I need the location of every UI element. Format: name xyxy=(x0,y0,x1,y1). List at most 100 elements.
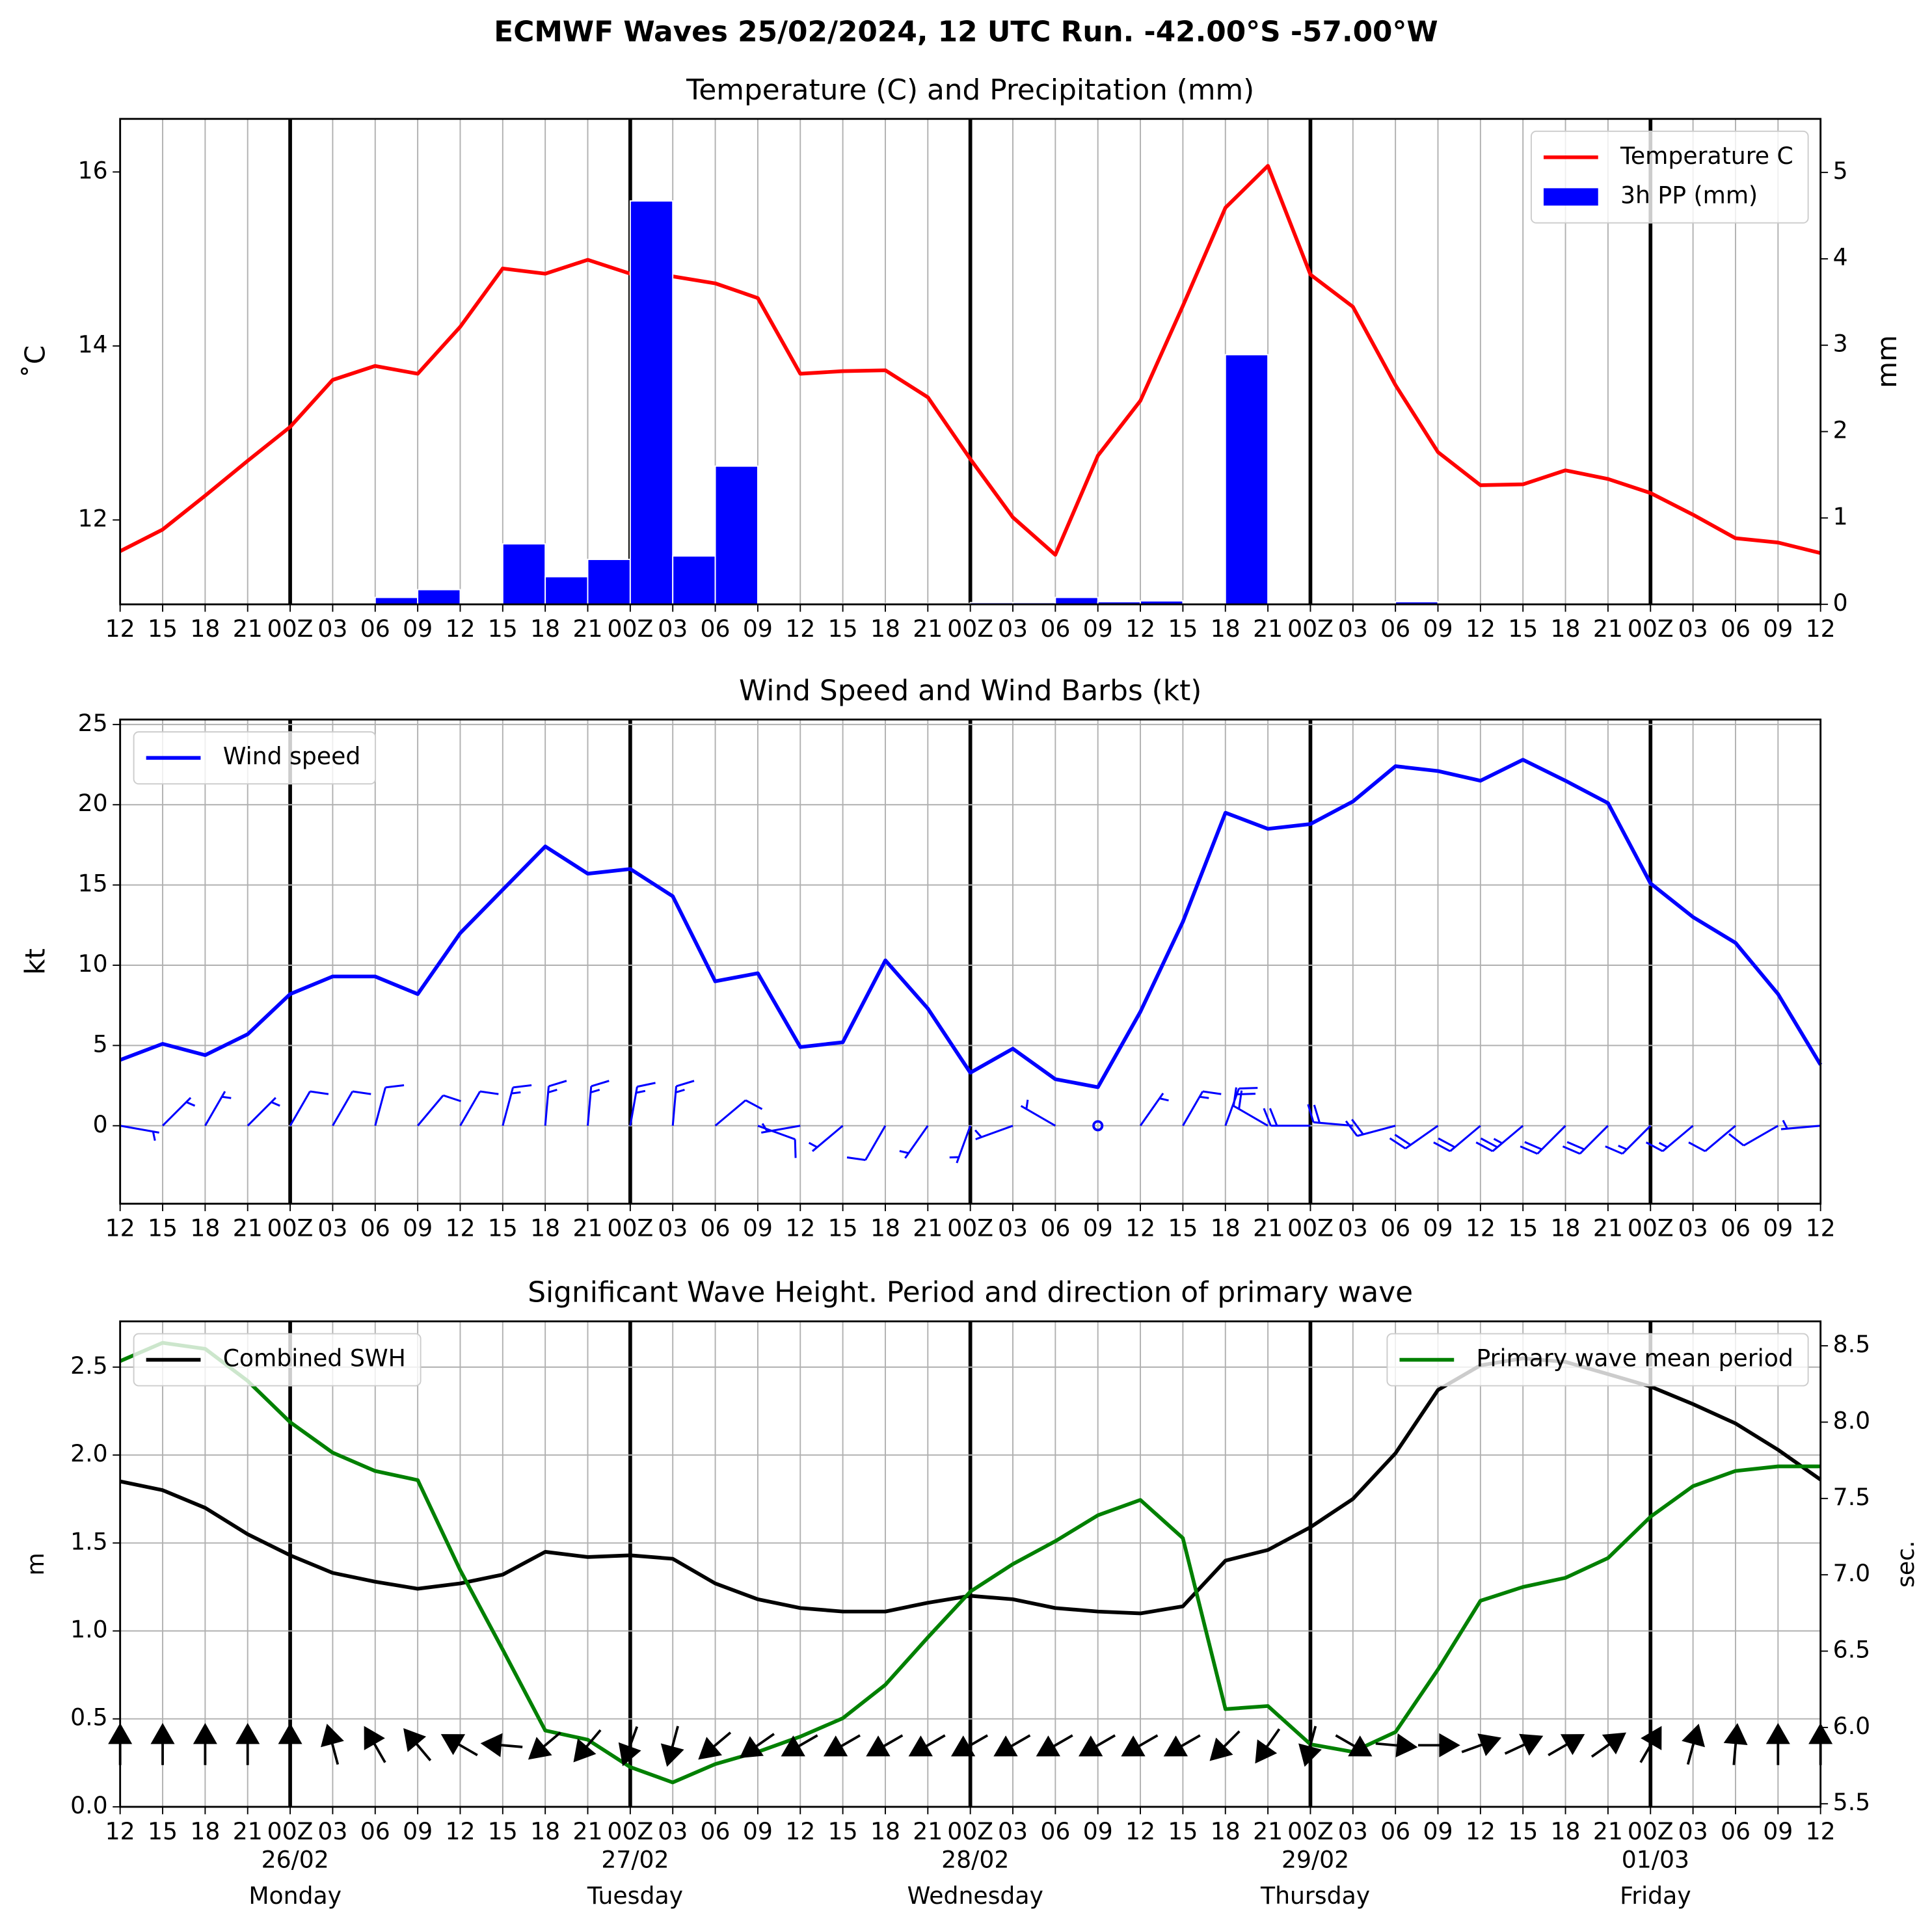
wind-barb xyxy=(247,1097,280,1127)
wind-barb xyxy=(1475,1125,1524,1153)
series-line xyxy=(119,164,1821,557)
wind-barb xyxy=(1182,1090,1222,1127)
x-tick-label: 03 xyxy=(658,1817,688,1845)
wind-barb xyxy=(204,1091,232,1127)
wind-barb xyxy=(1224,1087,1258,1127)
y-tick-label: 0 xyxy=(93,1110,108,1138)
wave-arrow xyxy=(1298,1726,1322,1767)
wave-arrow xyxy=(480,1733,523,1757)
x-tick-label: 21 xyxy=(1593,1817,1623,1845)
wind-barb xyxy=(1232,1087,1268,1127)
x-tick-label: 06 xyxy=(360,1817,390,1845)
plot-frame xyxy=(119,118,1822,606)
x-tick-label: 12 xyxy=(1806,1817,1836,1845)
x-tick-label: 12 xyxy=(1466,1817,1496,1845)
x-tick-label: 06 xyxy=(1040,1817,1070,1845)
y2-tick-label: 6.0 xyxy=(1833,1712,1871,1740)
x-tick-label: 03 xyxy=(317,1214,347,1242)
wave-arrow xyxy=(739,1733,775,1758)
wind-barb xyxy=(374,1084,405,1127)
wave-arrow xyxy=(781,1734,818,1757)
legend-label: 3h PP (mm) xyxy=(1620,181,1758,209)
x-tick-label: 09 xyxy=(403,615,433,643)
y-tick-label: 0.5 xyxy=(70,1703,108,1731)
x-tick-label: 21 xyxy=(573,615,603,643)
x-tick-label: 12 xyxy=(105,1817,135,1845)
x-tick-label: 21 xyxy=(233,615,263,643)
x-tick-label: 18 xyxy=(1211,615,1241,643)
x-tick-label: 12 xyxy=(1466,1214,1496,1242)
y2-tick-label: 5 xyxy=(1833,157,1848,185)
wind-barb xyxy=(1728,1125,1779,1147)
x-tick-label: 12 xyxy=(1125,615,1155,643)
y2-tick-label: 1 xyxy=(1833,502,1848,530)
wave-arrow xyxy=(235,1722,260,1765)
wave-arrow xyxy=(440,1734,478,1757)
legend: Temperature C 3h PP (mm) xyxy=(1530,130,1809,224)
legend: Wind speed xyxy=(133,731,377,785)
x-tick-label: 06 xyxy=(1380,1214,1410,1242)
plot-frame xyxy=(119,1320,1822,1808)
x-tick-label: 03 xyxy=(658,1214,688,1242)
x-tick-label: 03 xyxy=(1678,615,1708,643)
x-tick-label: 21 xyxy=(1253,1214,1283,1242)
y2-tick-label: 8.5 xyxy=(1833,1330,1871,1358)
wind-barb xyxy=(949,1125,972,1164)
x-tick-label: 18 xyxy=(1211,1817,1241,1845)
x-tick-label: 09 xyxy=(1083,1817,1113,1845)
wind-barb xyxy=(1780,1119,1821,1130)
wave-arrow xyxy=(1590,1732,1626,1758)
x-tick-label: 18 xyxy=(1551,1214,1581,1242)
wind-barb xyxy=(416,1094,462,1127)
wave-arrow xyxy=(1335,1734,1373,1757)
wave-arrow xyxy=(1548,1734,1585,1757)
wind-barb xyxy=(1139,1092,1169,1127)
wave-arrow xyxy=(278,1722,302,1765)
wind-barb xyxy=(899,1125,929,1159)
wind-barb xyxy=(808,1125,844,1153)
x-tick-label: 12 xyxy=(445,615,475,643)
wave-arrow xyxy=(403,1728,432,1761)
panel-title: Temperature (C) and Precipitation (mm) xyxy=(686,73,1254,107)
weekday-label: Wednesday xyxy=(907,1882,1043,1910)
x-tick-label: 21 xyxy=(1593,615,1623,643)
x-tick-label: 18 xyxy=(1551,615,1581,643)
x-tick-label: 03 xyxy=(1678,1214,1708,1242)
x-tick-label: 12 xyxy=(105,1214,135,1242)
y2-tick-label: 5.5 xyxy=(1833,1788,1871,1816)
x-tick-label: 12 xyxy=(1125,1817,1155,1845)
x-tick-label: 21 xyxy=(1253,1817,1283,1845)
precip-bar xyxy=(714,465,758,606)
x-tick-label: 03 xyxy=(998,1817,1028,1845)
x-tick-label: 03 xyxy=(1338,1214,1368,1242)
y-tick-label: 5 xyxy=(93,1030,108,1058)
x-tick-label: 06 xyxy=(1040,615,1070,643)
x-tick-label: 18 xyxy=(190,615,220,643)
wave-arrow xyxy=(193,1722,217,1765)
wave-arrow xyxy=(1682,1724,1705,1765)
x-tick-label: 06 xyxy=(1721,615,1751,643)
page-title: ECMWF Waves 25/02/2024, 12 UTC Run. -42.… xyxy=(494,15,1438,48)
legend-box xyxy=(1386,1333,1809,1387)
wave-arrow xyxy=(950,1734,988,1757)
x-tick-label: 21 xyxy=(573,1817,603,1845)
wave-arrow xyxy=(1418,1733,1460,1757)
wind-barb xyxy=(1645,1125,1694,1153)
date-label: 26/02 xyxy=(262,1846,329,1874)
x-tick-label: 06 xyxy=(1040,1214,1070,1242)
wind-barb xyxy=(1020,1099,1056,1127)
x-tick-label: 15 xyxy=(148,1817,178,1845)
y2-tick-label: 7.0 xyxy=(1833,1559,1871,1587)
date-label: 01/03 xyxy=(1622,1846,1689,1874)
x-tick-label: 06 xyxy=(360,1214,390,1242)
y-tick-label: 1.0 xyxy=(70,1616,108,1644)
x-tick-label: 21 xyxy=(1253,615,1283,643)
x-tick-label: 12 xyxy=(785,1817,815,1845)
wave-arrow xyxy=(1036,1734,1073,1757)
wind-barb xyxy=(846,1125,887,1162)
wave-arrow xyxy=(1639,1726,1662,1763)
wave-arrow xyxy=(1375,1733,1418,1757)
x-tick-label: 00Z xyxy=(607,1214,653,1242)
wave-arrow xyxy=(1163,1734,1201,1757)
y-tick-label: 10 xyxy=(78,950,108,978)
